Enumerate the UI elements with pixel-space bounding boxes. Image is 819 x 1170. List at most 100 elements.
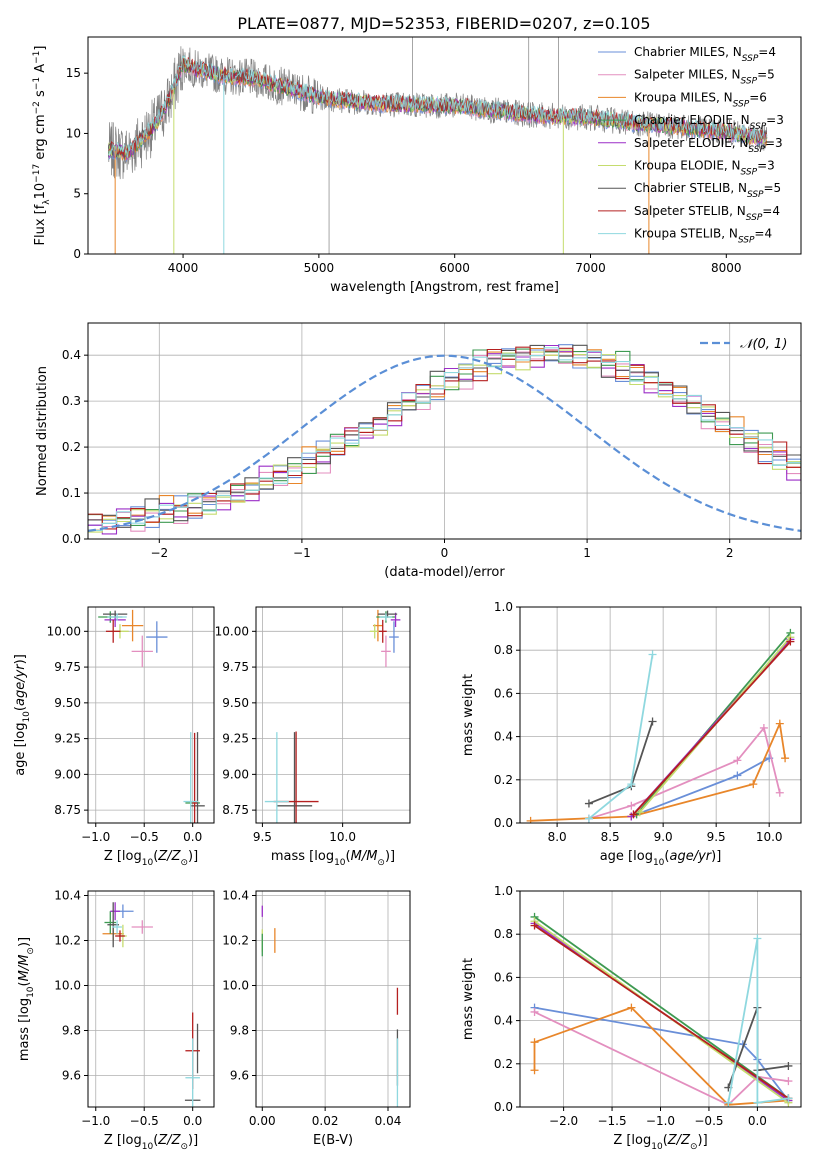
- y-tick-label: 0.1: [62, 486, 81, 500]
- y-tick-label: 8.75: [222, 803, 249, 817]
- legend-label-main: Chabrier STELIB, N: [634, 181, 747, 195]
- weight-marker: [526, 816, 535, 823]
- legend-label-sub: SSP: [747, 190, 764, 200]
- errorbar-points: [98, 609, 205, 823]
- legend-label-tail: =3: [757, 159, 775, 173]
- x-axis-label: E(B-V): [313, 1133, 353, 1148]
- histogram-series-9: [88, 347, 801, 531]
- age-vs-mass-panel: 9.5 10.0 8.75 9.00 9.25 9.50 9.75 10.00 mass [lo…: [215, 606, 411, 868]
- legend-label-6: Kroupa ELODIE, NSSP=3: [634, 159, 775, 178]
- label-part: )]: [13, 654, 28, 664]
- weight-marker: [627, 801, 636, 810]
- axes-frame: [87, 890, 215, 1108]
- errorbar-points: [102, 902, 201, 1107]
- label-part: E(B-V): [313, 1133, 353, 1148]
- x-tick-label: 0.0: [183, 830, 202, 844]
- label-part: mass weight: [461, 674, 476, 756]
- x-tick-label: 4000: [168, 261, 199, 275]
- label-part: Z [log: [104, 849, 142, 864]
- y-tick-label: 0.3: [62, 394, 81, 408]
- y-tick-label: 0.8: [494, 643, 513, 657]
- label-part: Flux [f: [33, 204, 48, 245]
- label-part: mass [log: [17, 998, 32, 1061]
- x-tick-label: 9.5: [707, 830, 726, 844]
- x-tick-label: 8.0: [548, 830, 567, 844]
- y-tick-label: 0.0: [62, 532, 81, 546]
- weight-marker: [775, 788, 784, 797]
- label-part: s: [33, 90, 48, 101]
- x-tick-label: −0.5: [130, 830, 159, 844]
- spectrum-panel: 4000 5000 6000 7000 8000 0 5 10 15 wavelength [An…: [32, 36, 802, 295]
- legend-label-sub: SSP: [748, 145, 765, 155]
- axes-frame: [87, 606, 215, 824]
- weight-marker: [784, 1077, 793, 1086]
- legend-label-main: Chabrier MILES, N: [634, 45, 742, 59]
- histogram-series-8: [88, 346, 801, 530]
- weight-marker: [627, 780, 636, 789]
- label-part: Z/Z: [667, 1133, 691, 1148]
- label-part: A: [33, 64, 48, 77]
- label-part: wavelength [Angstrom, rest frame]: [330, 280, 559, 295]
- label-part: −1: [32, 51, 42, 64]
- model-spectrum-9: [108, 54, 768, 158]
- label-part: 10: [653, 858, 665, 868]
- legend-label-sub: SSP: [742, 54, 759, 64]
- weight-marker: [530, 1007, 539, 1016]
- label-part: 10: [651, 1142, 663, 1152]
- legend-label-1: Chabrier MILES, NSSP=4: [634, 45, 776, 64]
- errorbar-points: [261, 905, 399, 1107]
- weight-line-8: [632, 640, 792, 816]
- weight-marker: [733, 771, 742, 780]
- y-axis-label: age [log10(age/yr)]: [13, 654, 32, 776]
- weight-line-2: [588, 726, 781, 820]
- label-part: Z/Z: [157, 849, 181, 864]
- legend-label-4: Chabrier ELODIE, NSSP=3: [634, 113, 784, 132]
- x-axis-label: Z [log10(Z/Z⊙)]: [104, 849, 198, 868]
- x-tick-label: 6000: [439, 261, 470, 275]
- legend-label-sub: SSP: [741, 168, 758, 178]
- y-axis-label: mass weight: [461, 674, 476, 756]
- legend-label-tail: =5: [764, 181, 782, 195]
- legend-label-main: Kroupa ELODIE, N: [634, 159, 741, 173]
- legend-label-sub: SSP: [750, 122, 767, 132]
- x-tick-label: 8.5: [601, 830, 620, 844]
- legend-label-tail: =3: [765, 136, 783, 150]
- y-tick-label: 9.6: [62, 1069, 81, 1083]
- y-tick-label: 10.2: [54, 934, 81, 948]
- legend-label-sub: SSP: [746, 213, 763, 223]
- label-part: )]: [698, 1133, 708, 1148]
- label-part: Normed distribution: [35, 366, 50, 496]
- y-tick-label: 9.50: [54, 696, 81, 710]
- spectrum-lines: [108, 37, 768, 254]
- label-part: Z [log: [613, 1133, 651, 1148]
- legend-label-tail: =6: [749, 90, 767, 104]
- y-tick-label: 10.4: [222, 889, 249, 903]
- y-tick-label: 10.0: [54, 979, 81, 993]
- x-axis-label: Z [log10(Z/Z⊙)]: [104, 1133, 198, 1152]
- label-part: 10: [334, 858, 346, 868]
- weight-marker: [584, 814, 593, 823]
- weight-marker: [530, 1038, 539, 1047]
- weight-line-4: [533, 916, 789, 1100]
- x-tick-label: −2.0: [549, 1114, 578, 1128]
- y-tick-label: 9.50: [222, 696, 249, 710]
- label-part: )]: [385, 849, 395, 864]
- mass-vs-extinction-panel: 0.00 0.02 0.04 9.6 9.8 10.0 10.2 10.4 E(B-V): [222, 889, 411, 1148]
- y-tick-label: 0.2: [494, 773, 513, 787]
- weight-line-4: [635, 632, 792, 815]
- x-tick-label: −1: [293, 546, 311, 560]
- y-axis-label: mass weight: [461, 958, 476, 1040]
- y-tick-label: 10.00: [215, 624, 249, 638]
- y-tick-label: 9.75: [54, 660, 81, 674]
- label-part: ⊙: [26, 947, 36, 955]
- weight-marker: [584, 799, 593, 808]
- y-tick-label: 0.4: [494, 730, 513, 744]
- y-tick-label: 0.8: [494, 927, 513, 941]
- y-tick-label: 5: [73, 187, 81, 201]
- x-tick-label: −1.5: [597, 1114, 626, 1128]
- x-tick-label: 8000: [711, 261, 742, 275]
- legend-label-tail: =5: [757, 68, 775, 82]
- age-vs-metallicity-panel: −1.0 −0.5 0.0 8.75 9.00 9.25 9.50 9.75 10.00 Z [l…: [13, 606, 215, 868]
- y-tick-label: 9.00: [54, 767, 81, 781]
